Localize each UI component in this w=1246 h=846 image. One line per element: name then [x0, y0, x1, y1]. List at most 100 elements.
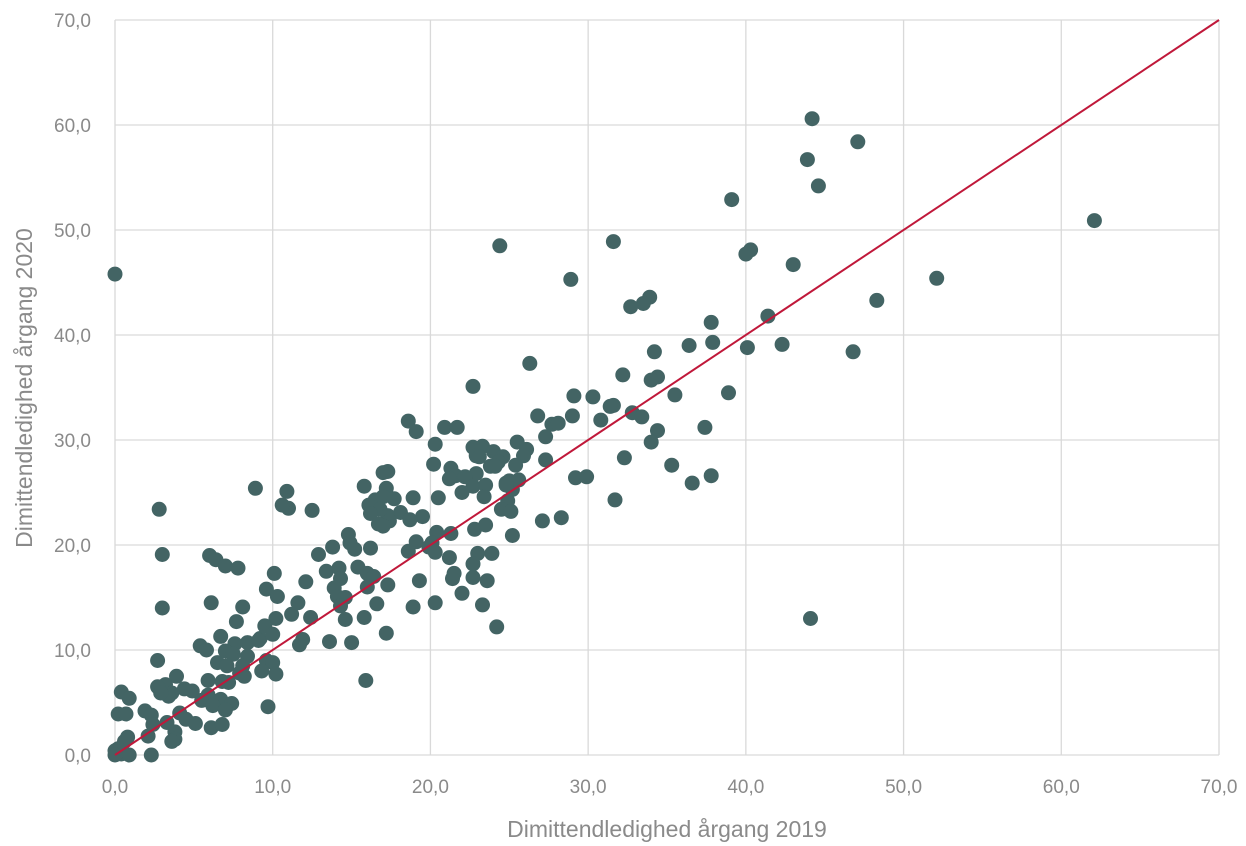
x-tick-label: 30,0 [570, 777, 607, 798]
data-point [251, 633, 266, 648]
data-point [484, 545, 500, 561]
data-point [254, 663, 270, 679]
data-point [290, 595, 306, 611]
data-point [230, 560, 246, 576]
data-point [140, 728, 156, 744]
data-point [684, 475, 700, 491]
data-point [929, 270, 945, 286]
data-point [504, 528, 520, 543]
data-point [607, 492, 623, 508]
data-point [380, 577, 396, 593]
data-point [799, 152, 815, 168]
data-point [845, 344, 861, 360]
data-point [154, 600, 170, 616]
y-axis-title: Dimittendledighed årgang 2020 [11, 228, 37, 548]
data-point [235, 599, 251, 615]
data-point [363, 540, 378, 556]
data-point [508, 457, 524, 473]
data-point [225, 646, 241, 662]
data-point [498, 477, 514, 493]
data-point [568, 470, 583, 486]
x-axis-title: Dimittendledighed årgang 2019 [507, 816, 827, 842]
data-point [553, 510, 569, 526]
data-point [534, 513, 550, 529]
data-point [478, 517, 494, 533]
data-point [721, 385, 736, 401]
data-point [593, 412, 609, 428]
data-point [408, 424, 424, 440]
data-point [454, 585, 470, 601]
data-point [268, 666, 284, 682]
data-point [850, 134, 866, 150]
data-point [703, 314, 719, 330]
y-tick-label: 70,0 [54, 11, 91, 32]
data-point [703, 468, 719, 484]
data-point [265, 655, 281, 671]
data-point [279, 483, 295, 499]
data-point [441, 471, 457, 487]
data-point [164, 733, 180, 749]
data-point [489, 619, 505, 635]
data-point [643, 434, 659, 450]
data-point [169, 668, 184, 684]
data-point [739, 340, 755, 356]
data-point [785, 257, 801, 273]
data-point [415, 509, 430, 525]
data-point [479, 573, 495, 589]
data-point [236, 668, 252, 684]
y-tick-label: 10,0 [54, 641, 91, 662]
data-point [441, 550, 457, 566]
data-point [311, 547, 326, 562]
data-point [563, 271, 579, 287]
x-tick-label: 0,0 [102, 777, 128, 798]
data-point [465, 556, 481, 572]
data-point [265, 626, 281, 642]
data-point [646, 344, 662, 360]
data-point [260, 699, 276, 715]
data-point [446, 565, 462, 581]
data-point [228, 614, 244, 630]
data-point [605, 234, 621, 250]
data-point [426, 456, 442, 472]
x-tick-label: 40,0 [727, 777, 764, 798]
x-tick-label: 20,0 [412, 777, 449, 798]
data-point [579, 469, 595, 485]
data-point [356, 610, 372, 625]
data-point [476, 489, 492, 505]
data-point [213, 628, 229, 644]
data-point [465, 570, 481, 585]
y-tick-label: 40,0 [54, 326, 91, 347]
data-point [151, 501, 167, 517]
data-point [405, 599, 421, 615]
data-point [292, 637, 307, 653]
data-point [760, 308, 776, 324]
data-point [150, 653, 166, 668]
data-point [705, 334, 721, 350]
data-point [322, 634, 337, 650]
data-point [635, 296, 651, 311]
data-point [427, 436, 443, 452]
data-point [522, 355, 538, 371]
data-point [427, 595, 443, 611]
data-point [605, 397, 621, 413]
data-point [650, 423, 665, 439]
data-point [221, 675, 237, 690]
data-point [437, 419, 453, 435]
data-point [205, 698, 221, 714]
data-point [623, 299, 639, 315]
data-point [492, 238, 508, 254]
data-point [465, 378, 481, 394]
y-tick-label: 60,0 [54, 116, 91, 137]
data-point [247, 480, 263, 496]
data-point [402, 512, 418, 528]
data-point [184, 683, 200, 699]
data-point [118, 706, 134, 722]
data-point [325, 539, 341, 555]
data-point [121, 747, 137, 763]
data-point [203, 595, 219, 611]
data-point [274, 497, 290, 513]
data-point [386, 491, 402, 507]
data-point [298, 574, 314, 590]
data-point [697, 419, 713, 435]
diagonal-reference-line [114, 19, 1220, 756]
